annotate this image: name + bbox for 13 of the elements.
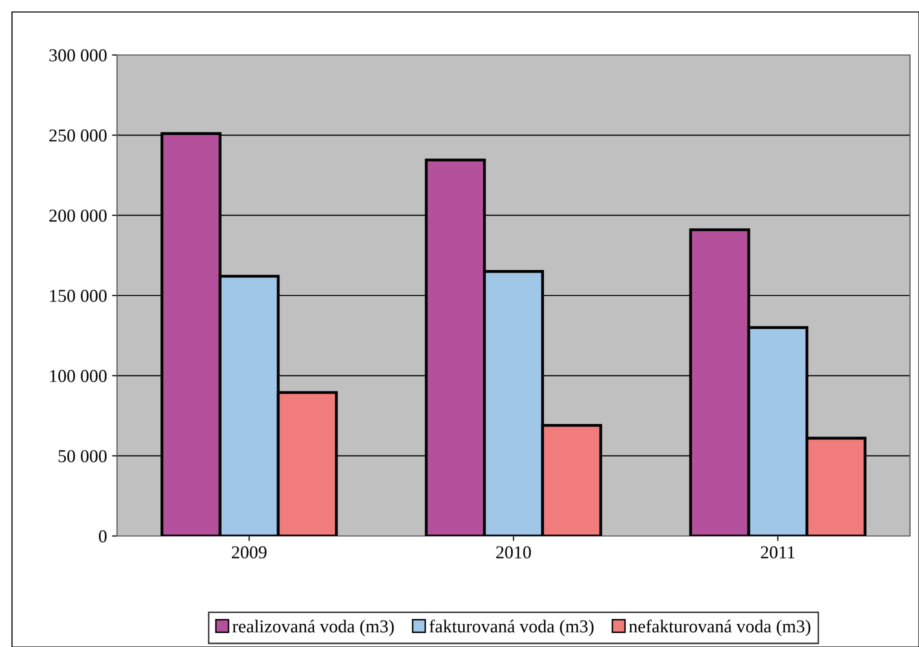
y-tick-label: 50 000	[58, 450, 107, 462]
y-tick-label: 250 000	[49, 129, 107, 142]
y-tick-label: 300 000	[49, 49, 107, 62]
legend-label: realizovaná voda (m3)	[232, 620, 394, 636]
legend-label: nefakturovaná voda (m3)	[629, 620, 810, 636]
x-tick-label: 2009	[232, 546, 266, 558]
x-tick-label: 2011	[760, 546, 794, 558]
y-tick-label: 0	[98, 530, 107, 542]
x-tick-label: 2010	[496, 546, 531, 558]
legend-label: fakturovaná voda (m3)	[429, 620, 594, 636]
y-tick-label: 150 000	[50, 290, 107, 302]
y-tick-label: 100 000	[50, 370, 107, 382]
y-tick-label: 200 000	[49, 210, 107, 222]
